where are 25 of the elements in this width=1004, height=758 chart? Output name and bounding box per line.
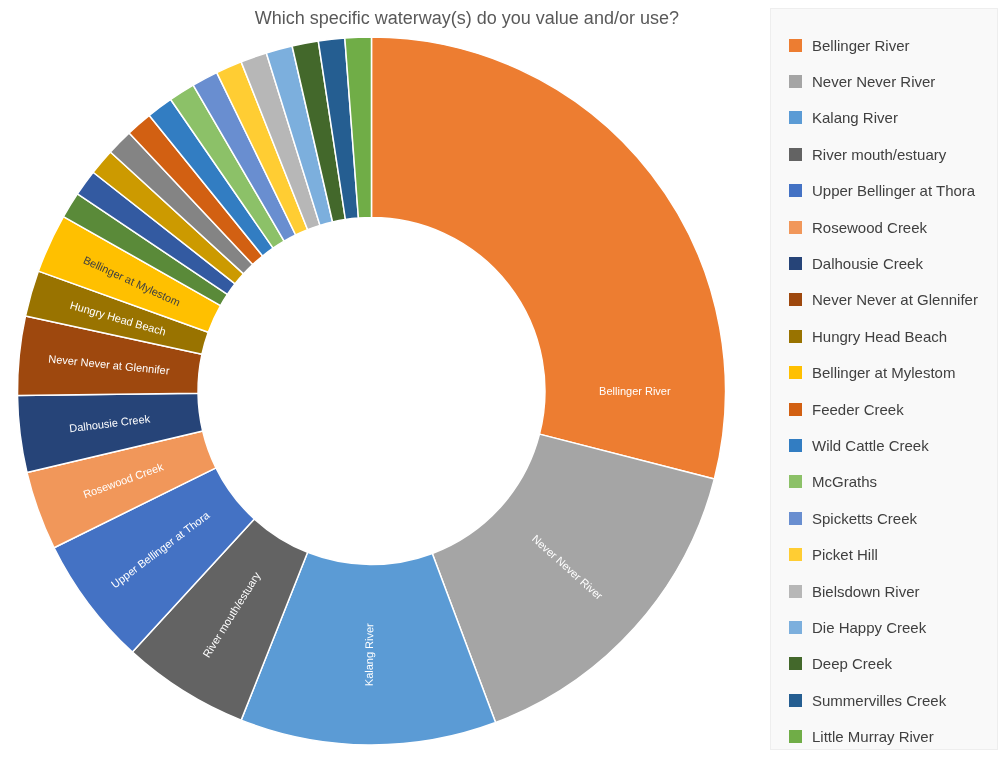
chart-title: Which specific waterway(s) do you value and/or use? xyxy=(254,7,679,28)
slice-label: Kalang River xyxy=(362,622,376,687)
legend-label: River mouth/estuary xyxy=(812,145,947,163)
legend-label: Dalhousie Creek xyxy=(812,255,923,273)
legend-label: Kalang River xyxy=(812,109,898,127)
legend-label: Feeder Creek xyxy=(812,400,904,418)
legend-label: Little Murray River xyxy=(812,728,934,746)
legend-label: Bellinger River xyxy=(812,36,910,54)
legend-label: Bielsdown River xyxy=(812,582,920,600)
slice-label: Bellinger River xyxy=(599,385,671,397)
legend-label: Spicketts Creek xyxy=(812,509,918,527)
legend-label: Die Happy Creek xyxy=(812,618,927,636)
legend-label: Upper Bellinger at Thora xyxy=(812,182,976,200)
legend-label: Never Never at Glennifer xyxy=(812,291,978,309)
legend-label: Rosewood Creek xyxy=(812,218,928,236)
legend-label: Wild Cattle Creek xyxy=(812,436,929,454)
legend-label: Never Never River xyxy=(812,73,936,91)
slice-label: Dalhousie Creek xyxy=(68,412,152,435)
legend-label: McGraths xyxy=(812,473,878,491)
legend-label: Hungry Head Beach xyxy=(812,327,948,345)
legend-label: Picket Hill xyxy=(812,546,878,564)
legend-label: Summervilles Creek xyxy=(812,691,947,709)
legend-label: Deep Creek xyxy=(812,655,893,673)
legend-label: Bellinger at Mylestom xyxy=(812,364,956,382)
slice-label: Never Never at Glennifer xyxy=(47,352,171,377)
